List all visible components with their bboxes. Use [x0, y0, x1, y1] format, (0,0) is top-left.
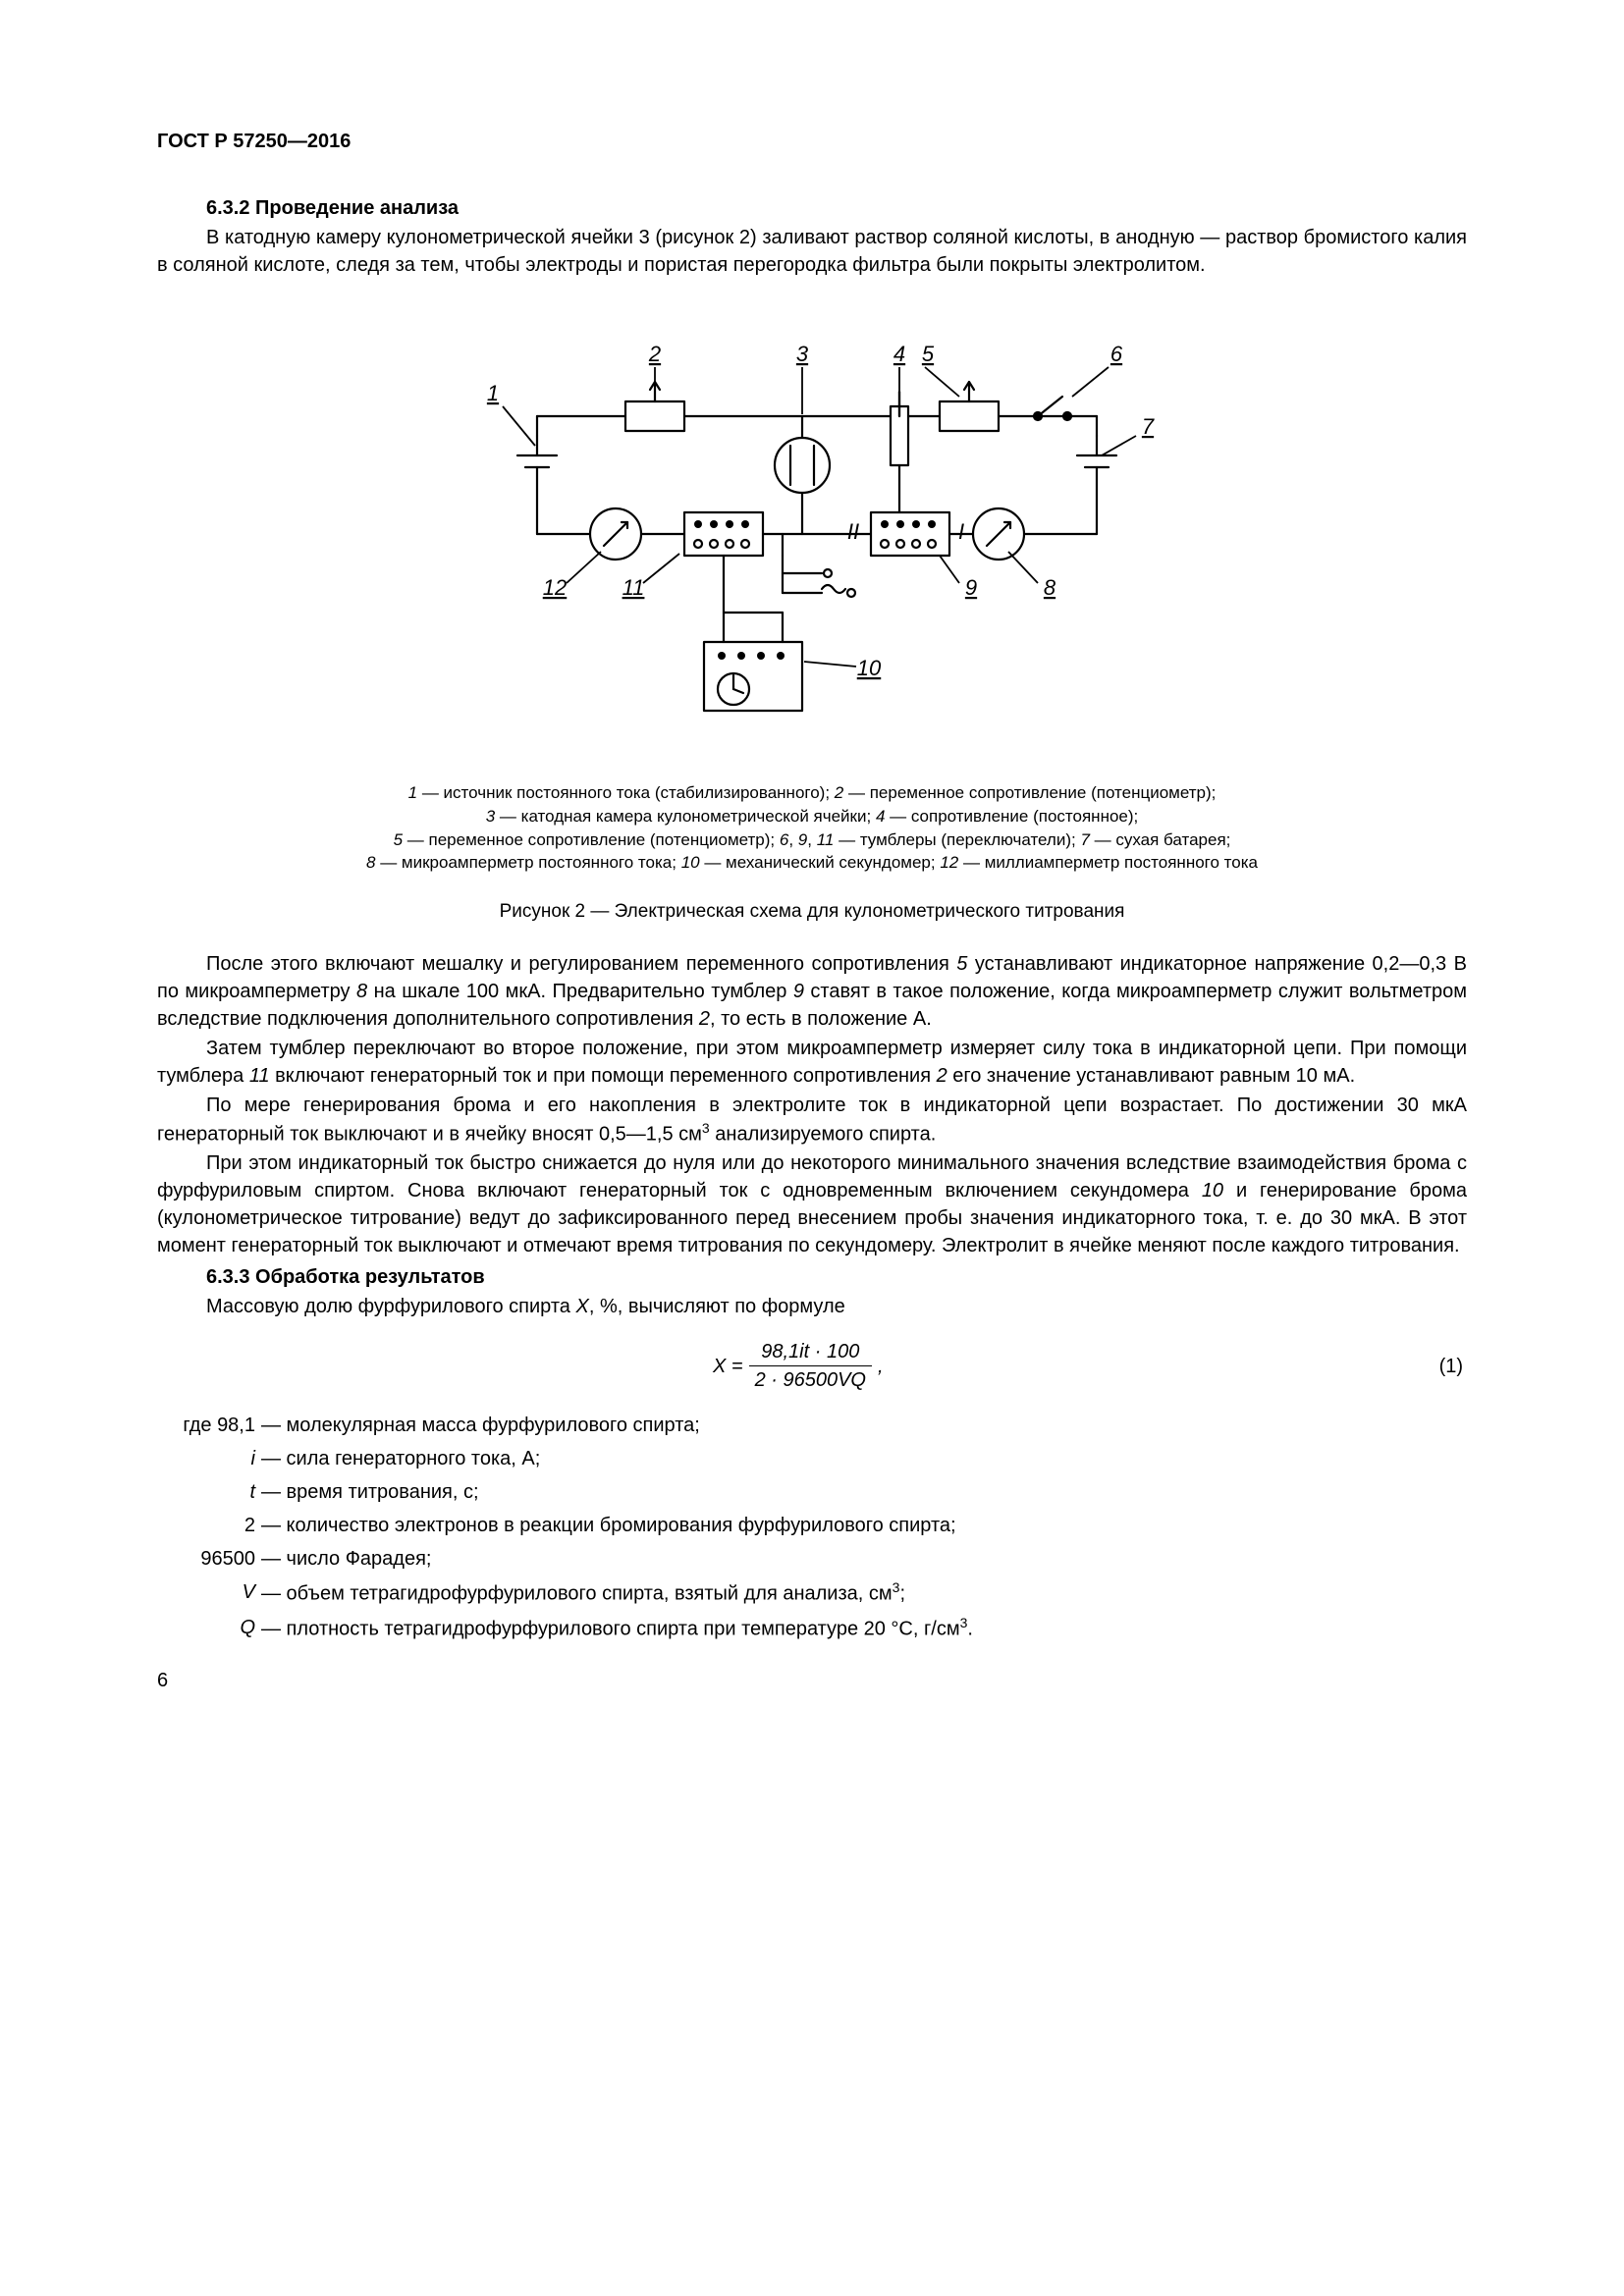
where-96500: 96500 — число Фарадея; [157, 1545, 1467, 1573]
para-p3: По мере генерирования брома и его накопл… [157, 1092, 1467, 1148]
section-heading-632: 6.3.2 Проведение анализа [157, 194, 1467, 222]
fig-label-3: 3 [796, 342, 809, 366]
where-V: V — объем тетрагидрофурфурилового спирта… [157, 1578, 1467, 1608]
where-2: 2 — количество электронов в реакции бром… [157, 1512, 1467, 1539]
formula-row: X = 98,1it · 100 2 · 96500VQ , (1) [157, 1338, 1467, 1394]
para-p2: Затем тумблер переключают во второе поло… [157, 1035, 1467, 1090]
figure-legend: 1 — источник постоянного тока (стабилизи… [157, 781, 1467, 875]
doc-header: ГОСТ Р 57250—2016 [157, 128, 1467, 155]
para-633-intro: Массовую долю фурфурилового спирта X, %,… [157, 1293, 1467, 1320]
fig-label-I: I [958, 519, 964, 544]
circuit-svg: 1 2 3 4 5 6 7 8 9 10 11 12 II I [409, 298, 1215, 770]
figure-2-schematic: 1 2 3 4 5 6 7 8 9 10 11 12 II I [157, 298, 1467, 770]
fig-label-II: II [847, 519, 859, 544]
equation-number: (1) [1439, 1353, 1467, 1380]
para-p4: При этом индикаторный ток быстро снижает… [157, 1149, 1467, 1259]
fig-label-4: 4 [893, 342, 905, 366]
fig-label-2: 2 [648, 342, 661, 366]
figure-caption: Рисунок 2 — Электрическая схема для куло… [157, 899, 1467, 926]
where-t: t — время титрования, с; [157, 1478, 1467, 1506]
where-i: i — сила генераторного тока, А; [157, 1445, 1467, 1472]
fig-label-11: 11 [623, 575, 645, 600]
where-Q: Q — плотность тетрагидрофурфурилового сп… [157, 1614, 1467, 1643]
para-p1: После этого включают мешалку и регулиров… [157, 950, 1467, 1033]
formula-lhs: X = [713, 1353, 743, 1380]
section-heading-633: 6.3.3 Обработка результатов [157, 1263, 1467, 1291]
fig-label-1: 1 [487, 381, 499, 405]
formula-denominator: 2 · 96500VQ [749, 1366, 872, 1394]
where-981: где 98,1 — молекулярная масса фурфурилов… [157, 1412, 1467, 1439]
fig-label-10: 10 [857, 656, 882, 680]
page-number: 6 [157, 1667, 1467, 1694]
fig-label-6: 6 [1110, 342, 1123, 366]
fig-label-7: 7 [1142, 414, 1155, 439]
fig-label-12: 12 [543, 575, 567, 600]
formula-1: X = 98,1it · 100 2 · 96500VQ , [713, 1338, 884, 1394]
fig-label-8: 8 [1044, 575, 1056, 600]
formula-numerator: 98,1it · 100 [749, 1338, 872, 1366]
fig-label-9: 9 [965, 575, 977, 600]
fig-label-5: 5 [922, 342, 935, 366]
para-632: В катодную камеру кулонометрической ячей… [157, 224, 1467, 279]
